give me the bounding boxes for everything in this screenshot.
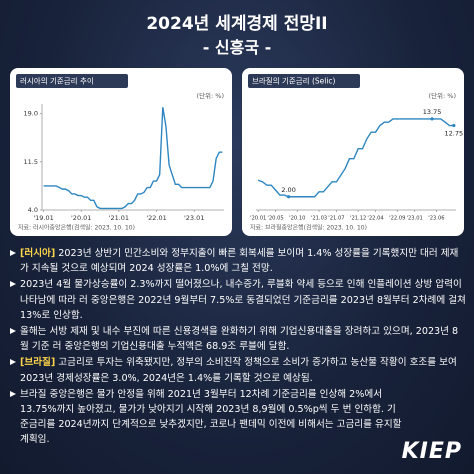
- y-tick-label: 19.0: [24, 110, 38, 118]
- bullet-tag: [브라질]: [20, 357, 56, 369]
- x-tick-label: '23.06: [428, 216, 444, 222]
- x-tick-label: '20.01: [250, 216, 266, 222]
- value-label: 2.00: [281, 186, 295, 194]
- unit-label: (단위: %): [429, 91, 456, 100]
- value-label: 12.75: [445, 130, 464, 138]
- x-tick-label: '22.04: [367, 216, 384, 222]
- point: [452, 123, 456, 128]
- chart-title: 러시아의 기준금리 추이: [20, 76, 94, 86]
- x-tick-label: '21.01: [109, 214, 129, 222]
- y-tick-label: 11.5: [24, 158, 38, 166]
- x-tick-label: '22.09: [389, 216, 405, 222]
- bullet-text: 올해는 서방 제재 및 내수 부진에 따른 신용경색을 완화하기 위해 기업신용…: [20, 326, 459, 353]
- bullet-list: [러시아] 2023년 상반기 민간소비와 정부지출이 빠른 회복세를 보이며 …: [8, 246, 466, 449]
- source: 자료: 브라질중앙은행(검색일: 2023. 10. 10): [250, 224, 367, 232]
- value-label: 13.75: [423, 108, 442, 116]
- point: [430, 117, 434, 121]
- x-tick-label: '21.12: [350, 216, 366, 222]
- title-box: [248, 74, 360, 88]
- x-tick-label: '23.01: [407, 216, 423, 222]
- x-tick-label: '21.07: [328, 216, 344, 222]
- bullet-text: 고금리로 투자는 위축됐지만, 정부의 소비진작 정책으로 소비가 증가하고 농…: [20, 357, 457, 384]
- chart-title: 브라질의 기준금리 (Selic): [252, 76, 336, 86]
- x-tick-label: '20.10: [289, 216, 305, 222]
- source: 자료: 러시아중앙은행(검색일: 2023. 10. 10): [18, 224, 135, 232]
- bullet: 2023년 4월 물가상승률이 2.3%까지 떨어졌으나, 내수증가, 루블화 …: [8, 277, 466, 323]
- x-tick-label: '20.01: [71, 214, 91, 222]
- chart-card: 브라질의 기준금리 (Selic) (단위: %) 자료: 브라질중앙은행(검색일:…: [242, 68, 464, 236]
- title-box: [16, 74, 128, 88]
- bullet: [브라질] 고금리로 투자는 위축됐지만, 정부의 소비진작 정책으로 소비가 …: [8, 355, 466, 385]
- bullet-text: 브라질 중앙은행은 물가 안정을 위해 2021년 3월부터 12차례 기준금리…: [20, 388, 402, 446]
- bullet: 브라질 중앙은행은 물가 안정을 위해 2021년 3월부터 12차례 기준금리…: [8, 387, 466, 448]
- chart: 러시아의 기준금리 추이 (단위: %) 자료: 러시아중앙은행(검색일: 2023…: [16, 74, 224, 232]
- bullet: 올해는 서방 제재 및 내수 부진에 따른 신용경색을 완화하기 위해 기업신용…: [8, 324, 466, 354]
- x-tick-label: '23.01: [184, 214, 204, 222]
- x-tick-label: '19.01: [33, 214, 53, 222]
- bullet: [러시아] 2023년 상반기 민간소비와 정부지출이 빠른 회복세를 보이며 …: [8, 246, 466, 276]
- chart-card: 러시아의 기준금리 추이 (단위: %) 자료: 러시아중앙은행(검색일: 2023…: [10, 68, 232, 236]
- line-series: [43, 107, 223, 210]
- bullet-tag: [러시아]: [20, 248, 56, 259]
- chart: 브라질의 기준금리 (Selic) (단위: %) 자료: 브라질중앙은행(검색일:…: [248, 74, 464, 232]
- logo: KIEP: [401, 439, 462, 464]
- y-tick-label: 4.0: [28, 206, 38, 214]
- bullet-text: 2023년 4월 물가상승률이 2.3%까지 떨어졌으나, 내수증가, 루블화 …: [20, 279, 466, 321]
- point: [287, 195, 291, 199]
- unit-label: (단위: %): [197, 91, 224, 100]
- x-tick-label: '20.05: [267, 216, 283, 222]
- bullet-text: 2023년 상반기 민간소비와 정부지출이 빠른 회복세를 보이며 1.4% 성…: [20, 248, 459, 275]
- title: 2024년 세계경제 전망II: [146, 14, 328, 34]
- subtitle: - 신흥국 -: [202, 38, 272, 57]
- x-tick-label: '21.03: [311, 216, 327, 222]
- x-tick-label: '22.01: [146, 214, 166, 222]
- line-series: [257, 118, 454, 198]
